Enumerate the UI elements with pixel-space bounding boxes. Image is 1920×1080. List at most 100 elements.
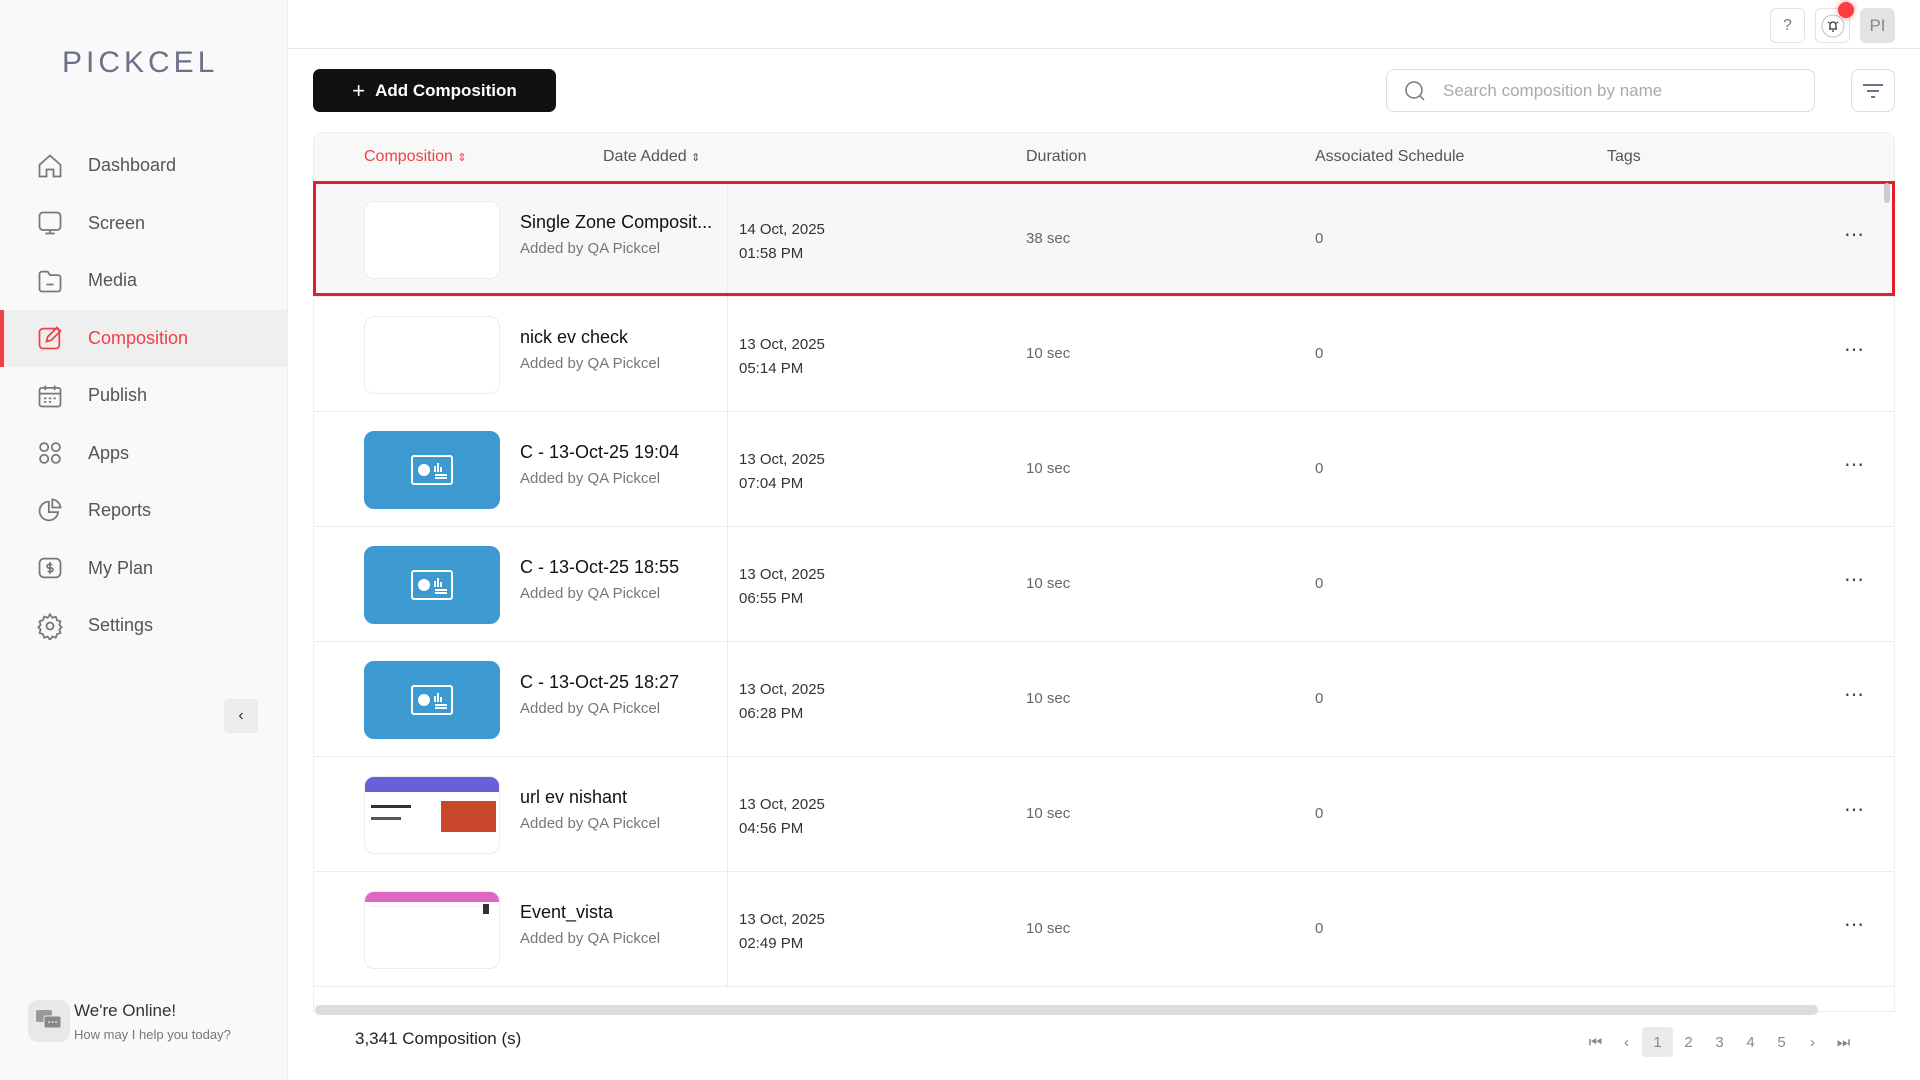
more-options-icon[interactable]: ⋯ — [1844, 569, 1865, 591]
dollar-icon — [38, 558, 62, 579]
add-composition-label: Add Composition — [375, 80, 517, 100]
sidebar-item-label: Publish — [88, 385, 148, 406]
time: 04:56 PM — [739, 820, 804, 837]
page-4[interactable]: 4 — [1746, 1033, 1755, 1051]
chat-title: We're Online! — [74, 1000, 177, 1020]
associated-schedule-count: 0 — [1315, 345, 1324, 362]
vertical-scrollbar[interactable] — [1884, 183, 1890, 203]
sidebar-item-apps[interactable]: Apps — [0, 425, 288, 483]
date-added: 13 Oct, 2025 06:28 PM — [739, 678, 825, 726]
top-bar — [288, 0, 1920, 49]
table-row[interactable]: url ev nishant Added by QA Pickcel 13 Oc… — [314, 757, 1894, 872]
date: 13 Oct, 2025 — [739, 336, 825, 353]
monitor-icon — [38, 211, 62, 235]
sort-icon: ⇕ — [457, 152, 467, 164]
page-5[interactable]: 5 — [1777, 1033, 1786, 1051]
filter-button[interactable] — [1851, 69, 1895, 112]
next-page-button[interactable]: › — [1797, 1027, 1828, 1057]
table-row[interactable]: Event_vista Added by QA Pickcel 13 Oct, … — [314, 872, 1894, 987]
folder-icon — [38, 270, 62, 293]
pagination: ⏮ ‹ 1 2 3 4 5 › ⏭ — [1580, 1027, 1859, 1057]
composition-name[interactable]: C - 13-Oct-25 18:55 — [520, 557, 680, 577]
composition-name[interactable]: Single Zone Composit... — [520, 212, 713, 232]
avatar[interactable]: PI — [1860, 8, 1895, 43]
sidebar-item-media[interactable]: Media — [0, 252, 288, 310]
pickcel-logo[interactable]: PICKCEL — [62, 46, 219, 79]
composition-name[interactable]: C - 13-Oct-25 19:04 — [520, 442, 680, 462]
chat-widget[interactable]: We're Online! How may I help you today? — [28, 1000, 231, 1042]
sidebar-item-dashboard[interactable]: Dashboard — [0, 137, 288, 195]
sidebar-item-reports[interactable]: Reports — [0, 482, 288, 540]
date: 14 Oct, 2025 — [739, 221, 825, 238]
table-row[interactable]: C - 13-Oct-25 19:04 Added by QA Pickcel … — [314, 412, 1894, 527]
more-options-icon[interactable]: ⋯ — [1844, 339, 1865, 361]
more-options-icon[interactable]: ⋯ — [1844, 224, 1865, 246]
date-added: 14 Oct, 2025 01:58 PM — [739, 218, 825, 266]
composition-thumbnail[interactable] — [364, 891, 500, 969]
composition-thumbnail[interactable] — [364, 776, 500, 854]
gear-icon — [37, 612, 63, 640]
table-row[interactable]: C - 13-Oct-25 18:27 Added by QA Pickcel … — [314, 642, 1894, 757]
column-divider — [727, 872, 728, 986]
more-options-icon[interactable]: ⋯ — [1844, 799, 1865, 821]
composition-name[interactable]: Event_vista — [520, 902, 614, 922]
time: 02:49 PM — [739, 935, 804, 952]
more-options-icon[interactable]: ⋯ — [1844, 684, 1865, 706]
table-row[interactable]: C - 13-Oct-25 18:55 Added by QA Pickcel … — [314, 527, 1894, 642]
sidebar-item-label: My Plan — [88, 557, 154, 578]
page-3[interactable]: 3 — [1715, 1033, 1724, 1051]
search-input[interactable] — [1443, 80, 1793, 101]
composition-name[interactable]: C - 13-Oct-25 18:27 — [520, 672, 680, 692]
table-row[interactable]: Single Zone Composit... Added by QA Pick… — [314, 182, 1894, 297]
prev-page-button[interactable]: ‹ — [1611, 1027, 1642, 1057]
page-2[interactable]: 2 — [1684, 1033, 1693, 1051]
time: 06:28 PM — [739, 705, 804, 722]
associated-schedule-count: 0 — [1315, 690, 1324, 707]
page-1[interactable]: 1 — [1642, 1027, 1673, 1057]
sidebar-item-label: Settings — [88, 615, 154, 636]
sidebar-item-composition[interactable]: Composition — [0, 309, 288, 367]
horizontal-scrollbar[interactable] — [315, 1005, 1818, 1015]
column-header-composition[interactable]: Composition ⇕ — [364, 148, 467, 166]
sidebar-item-screen[interactable]: Screen — [0, 195, 288, 253]
last-page-icon: ⏭ — [1836, 1033, 1851, 1051]
date: 13 Oct, 2025 — [739, 911, 825, 928]
composition-thumbnail[interactable] — [364, 316, 500, 394]
chevron-left-icon: ‹ — [238, 707, 244, 724]
composition-thumbnail[interactable] — [364, 661, 500, 739]
table-header: Composition ⇕ Date Added ⇕ Duration Asso… — [314, 133, 1894, 182]
chevron-left-icon: ‹ — [1624, 1033, 1629, 1051]
added-by: Added by QA Pickcel — [520, 700, 661, 717]
added-by: Added by QA Pickcel — [520, 355, 661, 372]
dashboard-layout-icon — [411, 685, 453, 715]
column-header-duration: Duration — [1026, 148, 1087, 165]
added-by: Added by QA Pickcel — [520, 930, 661, 947]
sidebar-item-my-plan[interactable]: My Plan — [0, 540, 288, 598]
more-options-icon[interactable]: ⋯ — [1844, 454, 1865, 476]
sidebar-nav: Dashboard Screen Media Composition Publi… — [0, 137, 288, 655]
date-added: 13 Oct, 2025 07:04 PM — [739, 448, 825, 496]
chat-subtitle: How may I help you today? — [74, 1026, 231, 1042]
edit-icon — [38, 326, 62, 350]
sidebar-item-publish[interactable]: Publish — [0, 367, 288, 425]
table-row[interactable]: nick ev check Added by QA Pickcel 13 Oct… — [314, 297, 1894, 412]
time: 06:55 PM — [739, 590, 804, 607]
composition-thumbnail[interactable] — [364, 431, 500, 509]
help-button[interactable]: ? — [1770, 8, 1805, 43]
sidebar-item-settings[interactable]: Settings — [0, 597, 288, 655]
composition-name[interactable]: nick ev check — [520, 327, 629, 347]
column-header-date[interactable]: Date Added ⇕ — [603, 148, 700, 166]
first-page-button[interactable]: ⏮ — [1580, 1027, 1611, 1057]
more-options-icon[interactable]: ⋯ — [1844, 914, 1865, 936]
notification-badge — [1838, 2, 1854, 18]
add-composition-button[interactable]: + Add Composition — [313, 69, 556, 112]
date-added: 13 Oct, 2025 02:49 PM — [739, 908, 825, 956]
composition-thumbnail[interactable] — [364, 201, 500, 279]
last-page-button[interactable]: ⏭ — [1828, 1027, 1859, 1057]
composition-name[interactable]: url ev nishant — [520, 787, 628, 807]
notifications-button[interactable] — [1815, 8, 1850, 43]
collapse-sidebar-button[interactable]: ‹ — [224, 699, 258, 733]
composition-table: Composition ⇕ Date Added ⇕ Duration Asso… — [313, 132, 1895, 1012]
column-divider — [727, 297, 728, 411]
composition-thumbnail[interactable] — [364, 546, 500, 624]
